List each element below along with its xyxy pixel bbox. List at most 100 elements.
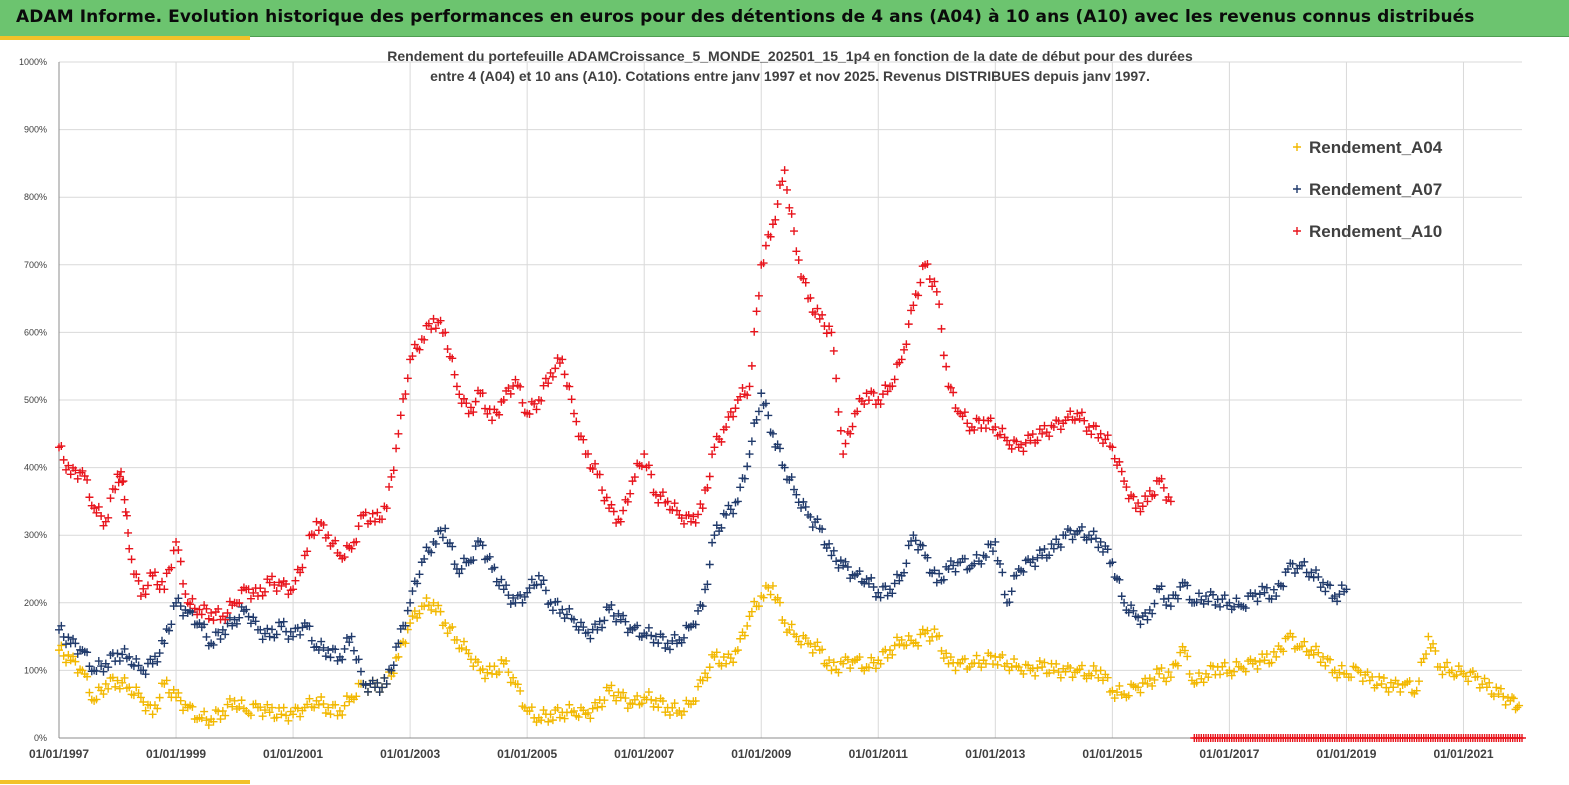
point-Rendement_A04 (633, 691, 642, 700)
point-Rendement_A04 (584, 708, 593, 717)
point-Rendement_A07 (1220, 591, 1229, 600)
point-Rendement_A07 (345, 638, 354, 647)
point-Rendement_A07 (733, 497, 742, 506)
point-Rendement_A07 (340, 644, 349, 653)
y-tick-label: 600% (24, 327, 47, 337)
point-Rendement_A04 (1288, 632, 1297, 641)
point-Rendement_A07 (319, 643, 328, 652)
point-Rendement_A10 (1143, 497, 1152, 506)
point-Rendement_A07 (225, 613, 234, 622)
y-tick-label: 800% (24, 192, 47, 202)
point-Rendement_A04 (1312, 642, 1321, 651)
point-Rendement_A04 (1031, 671, 1040, 680)
point-Rendement_A04 (895, 640, 904, 649)
point-Rendement_A07 (511, 598, 520, 607)
point-Rendement_A10 (658, 488, 667, 497)
point-Rendement_A04 (1309, 650, 1318, 659)
point-Rendement_A04 (342, 692, 351, 701)
point-Rendement_A04 (897, 635, 906, 644)
point-Rendement_A07 (438, 533, 447, 542)
point-Rendement_A04 (825, 656, 834, 665)
point-Rendement_A04 (1375, 672, 1384, 681)
point-Rendement_A04 (1003, 659, 1012, 668)
point-Rendement_A07 (565, 604, 574, 613)
point-Rendement_A07 (761, 399, 770, 408)
series-layer (55, 166, 1526, 742)
point-Rendement_A07 (584, 628, 593, 637)
point-Rendement_A07 (539, 576, 548, 585)
point-Rendement_A10 (429, 314, 438, 323)
point-Rendement_A07 (562, 610, 571, 619)
point-Rendement_A10 (883, 387, 892, 396)
point-Rendement_A07 (939, 575, 948, 584)
point-Rendement_A07 (431, 539, 440, 548)
point-Rendement_A10 (478, 389, 487, 398)
point-Rendement_A07 (1099, 547, 1107, 556)
point-Rendement_A07 (1000, 590, 1009, 599)
point-Rendement_A04 (1386, 678, 1395, 687)
point-Rendement_A10 (394, 429, 403, 438)
point-Rendement_A07 (1197, 595, 1206, 604)
point-Rendement_A10 (981, 424, 990, 433)
y-tick-label: 300% (24, 530, 47, 540)
point-Rendement_A04 (188, 702, 197, 711)
point-Rendement_A04 (977, 663, 986, 672)
point-Rendement_A04 (410, 607, 419, 616)
point-Rendement_A07 (768, 429, 777, 438)
point-Rendement_A04 (647, 695, 656, 704)
point-Rendement_A10 (916, 278, 925, 287)
point-Rendement_A07 (113, 649, 122, 658)
point-Rendement_A04 (319, 699, 328, 708)
point-Rendement_A07 (394, 639, 403, 648)
point-Rendement_A04 (1330, 666, 1339, 675)
point-Rendement_A07 (654, 639, 663, 648)
point-Rendement_A07 (85, 662, 94, 671)
point-Rendement_A10 (371, 517, 380, 526)
point-Rendement_A10 (368, 509, 377, 518)
point-Rendement_A07 (527, 575, 536, 584)
point-Rendement_A04 (1347, 673, 1356, 682)
point-Rendement_A07 (450, 560, 459, 569)
point-Rendement_A10 (878, 390, 887, 399)
point-Rendement_A04 (1389, 683, 1398, 692)
point-Rendement_A10 (436, 316, 445, 325)
point-Rendement_A07 (813, 515, 822, 524)
point-Rendement_A04 (703, 673, 712, 682)
point-Rendement_A04 (296, 712, 305, 721)
point-Rendement_A10 (466, 403, 475, 412)
point-Rendement_A04 (993, 660, 1002, 669)
point-Rendement_A10 (825, 322, 834, 331)
point-Rendement_A04 (747, 607, 756, 616)
point-Rendement_A10 (282, 579, 291, 588)
point-Rendement_A04 (1056, 673, 1065, 682)
point-Rendement_A04 (246, 711, 255, 720)
point-Rendement_A07 (232, 619, 241, 628)
point-Rendement_A07 (1267, 595, 1276, 604)
point-Rendement_A07 (1150, 599, 1159, 608)
point-Rendement_A04 (504, 668, 513, 677)
point-Rendement_A04 (1509, 694, 1518, 703)
point-Rendement_A10 (958, 412, 967, 421)
point-Rendement_A04 (775, 598, 784, 607)
point-Rendement_A04 (598, 702, 607, 711)
point-Rendement_A04 (654, 703, 663, 712)
point-Rendement_A10 (902, 340, 911, 349)
point-Rendement_A04 (111, 682, 120, 691)
point-Rendement_A10 (960, 408, 969, 417)
x-tick-label: 01/01/1999 (146, 747, 206, 761)
point-Rendement_A04 (722, 659, 731, 668)
point-Rendement_A07 (249, 613, 258, 622)
point-Rendement_A07 (607, 600, 616, 609)
point-Rendement_A10 (1028, 430, 1037, 439)
point-Rendement_A07 (1211, 601, 1220, 610)
point-Rendement_A07 (69, 634, 78, 643)
point-Rendement_A04 (544, 717, 553, 726)
point-Rendement_A04 (1113, 688, 1122, 697)
point-Rendement_A07 (1201, 592, 1210, 601)
point-Rendement_A04 (1115, 681, 1124, 690)
point-Rendement_A10 (1026, 436, 1035, 445)
point-Rendement_A04 (612, 696, 621, 705)
point-Rendement_A04 (1035, 657, 1044, 666)
